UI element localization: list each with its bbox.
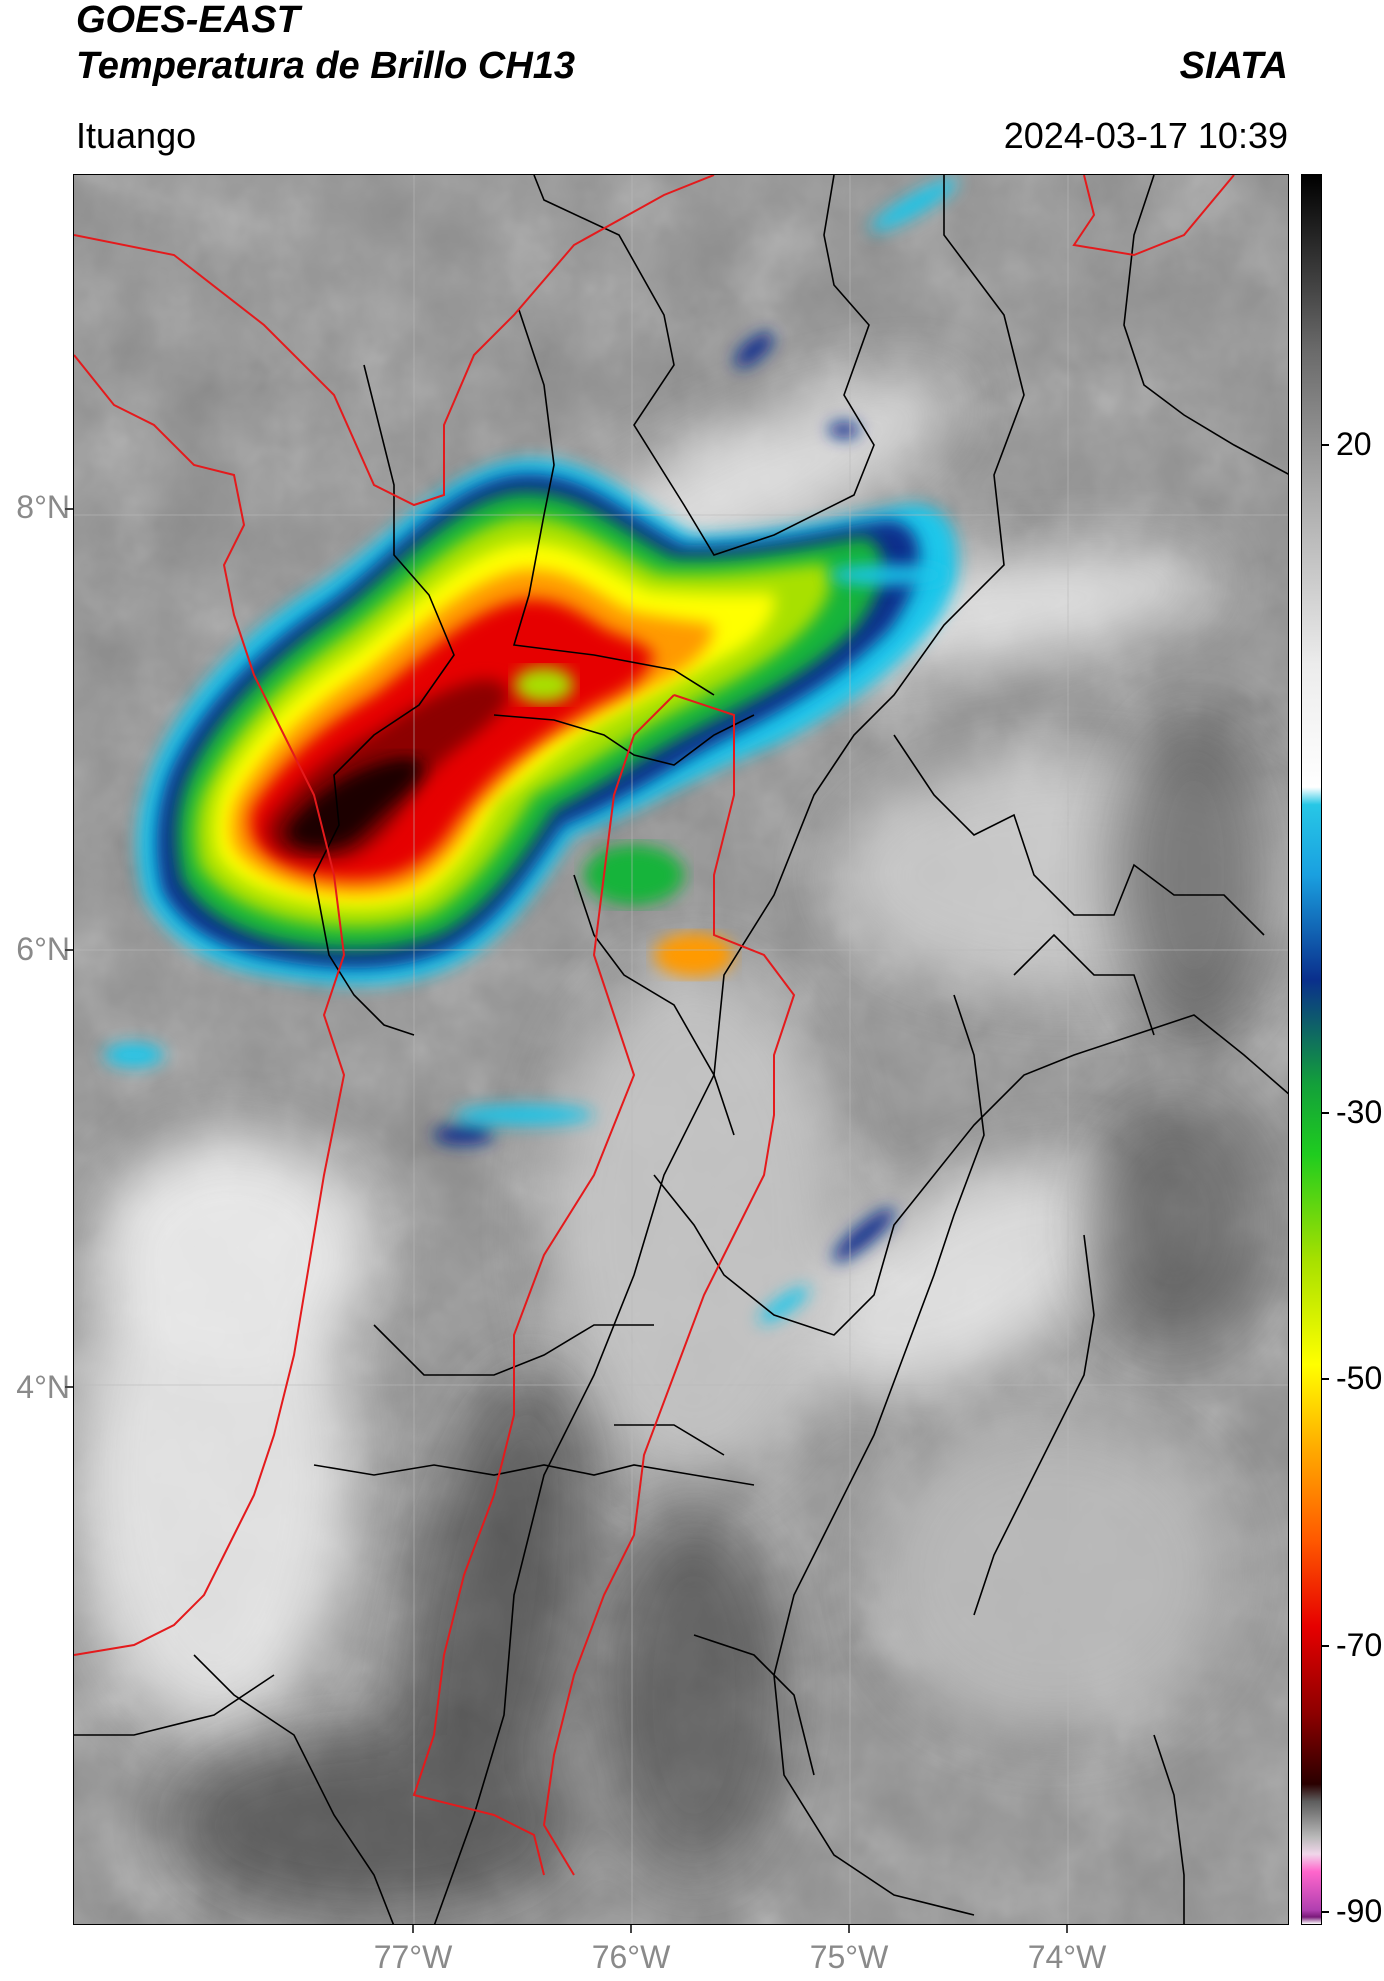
lat-tick [65,949,73,951]
lon-label-74w: 74°W [1027,1939,1107,1975]
colorbar-tick [1321,1645,1329,1647]
timestamp-label: 2024-03-17 10:39 [1003,115,1288,156]
colorbar-label-20: 20 [1336,426,1372,462]
red-boundaries [74,175,1235,1876]
lon-tick [848,1925,850,1933]
lon-tick [1066,1925,1068,1933]
small-cells [104,178,958,1324]
lon-tick [412,1925,414,1933]
convective-storm [137,458,958,985]
colorbar-label-minus50: -50 [1336,1360,1383,1396]
lon-label-76w: 76°W [591,1939,671,1975]
colorbar-tick [1321,1911,1329,1913]
colorbar-label-minus90: -90 [1336,1893,1383,1929]
lon-label-77w: 77°W [373,1939,453,1975]
colorbar-tick [1321,1378,1329,1380]
colorbar-tick [1321,444,1329,446]
lon-label-75w: 75°W [809,1939,889,1975]
region-label: Ituango [76,115,197,156]
title-product: Temperatura de Brillo CH13 [76,45,576,87]
colorbar-tick [1321,1112,1329,1114]
lat-label-8n: 8°N [16,489,70,525]
lat-label-6n: 6°N [16,931,70,967]
lat-tick [65,508,73,510]
colorbar-label-minus30: -30 [1336,1094,1383,1130]
lat-label-4n: 4°N [16,1369,70,1405]
graticule [74,175,1288,1924]
title-satellite: GOES-EAST [76,0,300,41]
cloud-field [74,379,1288,1735]
brand-label: SIATA [1179,45,1288,87]
municipal-boundaries [74,175,1288,1924]
lon-tick [630,1925,632,1933]
dark-terrain [174,715,1274,1915]
satellite-map[interactable] [73,174,1289,1925]
lat-tick [65,1386,73,1388]
colorbar-label-minus70: -70 [1336,1627,1383,1663]
colorbar [1301,174,1322,1925]
